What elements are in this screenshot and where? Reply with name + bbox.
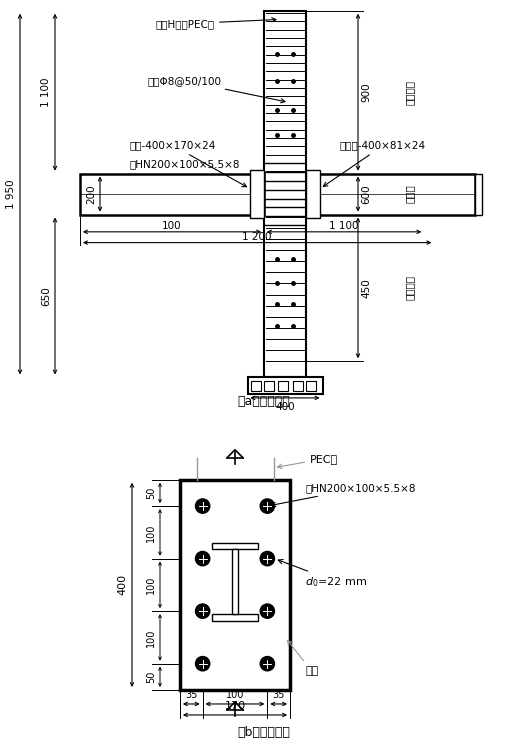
Text: 400: 400 xyxy=(275,402,295,412)
Text: 非加密区: 非加密区 xyxy=(405,80,415,105)
Bar xyxy=(180,480,290,690)
Text: （a）试件整体: （a）试件整体 xyxy=(238,395,290,408)
Bar xyxy=(232,549,238,615)
Text: PEC柱: PEC柱 xyxy=(277,454,338,469)
Bar xyxy=(278,381,288,391)
Text: 端板: 端板 xyxy=(288,641,318,676)
Text: （b）梁柱节点: （b）梁柱节点 xyxy=(238,726,290,739)
Bar xyxy=(306,174,475,215)
Text: 1 200: 1 200 xyxy=(242,232,272,242)
Text: 450: 450 xyxy=(361,278,371,298)
Circle shape xyxy=(260,551,275,565)
Text: 端板-400×170×24: 端板-400×170×24 xyxy=(130,141,247,187)
Bar xyxy=(306,381,316,391)
Text: 900: 900 xyxy=(361,83,371,102)
Bar xyxy=(293,381,303,391)
Text: 400: 400 xyxy=(117,574,127,595)
Text: 背垫板-400×81×24: 背垫板-400×81×24 xyxy=(323,141,426,186)
Text: 50: 50 xyxy=(146,486,156,499)
Circle shape xyxy=(260,656,275,670)
Text: 1 100: 1 100 xyxy=(41,77,51,107)
Text: 200: 200 xyxy=(86,184,96,204)
Text: 650: 650 xyxy=(41,286,51,306)
Text: 170: 170 xyxy=(224,701,246,711)
Text: 100: 100 xyxy=(162,221,182,232)
Text: 1 100: 1 100 xyxy=(329,221,359,232)
Text: 100: 100 xyxy=(226,690,244,700)
Bar xyxy=(80,174,264,215)
Text: 焊接H形钢PEC柱: 焊接H形钢PEC柱 xyxy=(155,18,276,29)
Text: 100: 100 xyxy=(146,628,156,647)
Text: 35: 35 xyxy=(185,690,197,700)
Bar xyxy=(250,381,260,391)
Circle shape xyxy=(195,604,210,618)
Circle shape xyxy=(195,499,210,513)
Text: 100: 100 xyxy=(146,576,156,594)
Bar xyxy=(250,171,264,218)
Text: $d_0$=22 mm: $d_0$=22 mm xyxy=(278,559,367,589)
Text: 梁HN200×100×5.5×8: 梁HN200×100×5.5×8 xyxy=(130,159,240,169)
Bar xyxy=(212,615,258,621)
Bar xyxy=(212,543,258,549)
Bar xyxy=(475,174,482,215)
Bar xyxy=(248,378,323,393)
Bar xyxy=(263,381,274,391)
Circle shape xyxy=(195,656,210,670)
Text: 加密区: 加密区 xyxy=(405,185,415,203)
Bar xyxy=(306,171,320,218)
Text: 50: 50 xyxy=(146,670,156,683)
Text: 系杆Φ8@50/100: 系杆Φ8@50/100 xyxy=(148,76,285,103)
Circle shape xyxy=(260,604,275,618)
Circle shape xyxy=(260,499,275,513)
Text: 非加密区: 非加密区 xyxy=(405,276,415,300)
Text: 1 950: 1 950 xyxy=(6,180,16,209)
Text: 100: 100 xyxy=(146,523,156,542)
Text: 35: 35 xyxy=(272,690,285,700)
Bar xyxy=(264,10,306,378)
Circle shape xyxy=(195,551,210,565)
Text: 600: 600 xyxy=(361,184,371,204)
Text: 梁HN200×100×5.5×8: 梁HN200×100×5.5×8 xyxy=(271,483,416,507)
